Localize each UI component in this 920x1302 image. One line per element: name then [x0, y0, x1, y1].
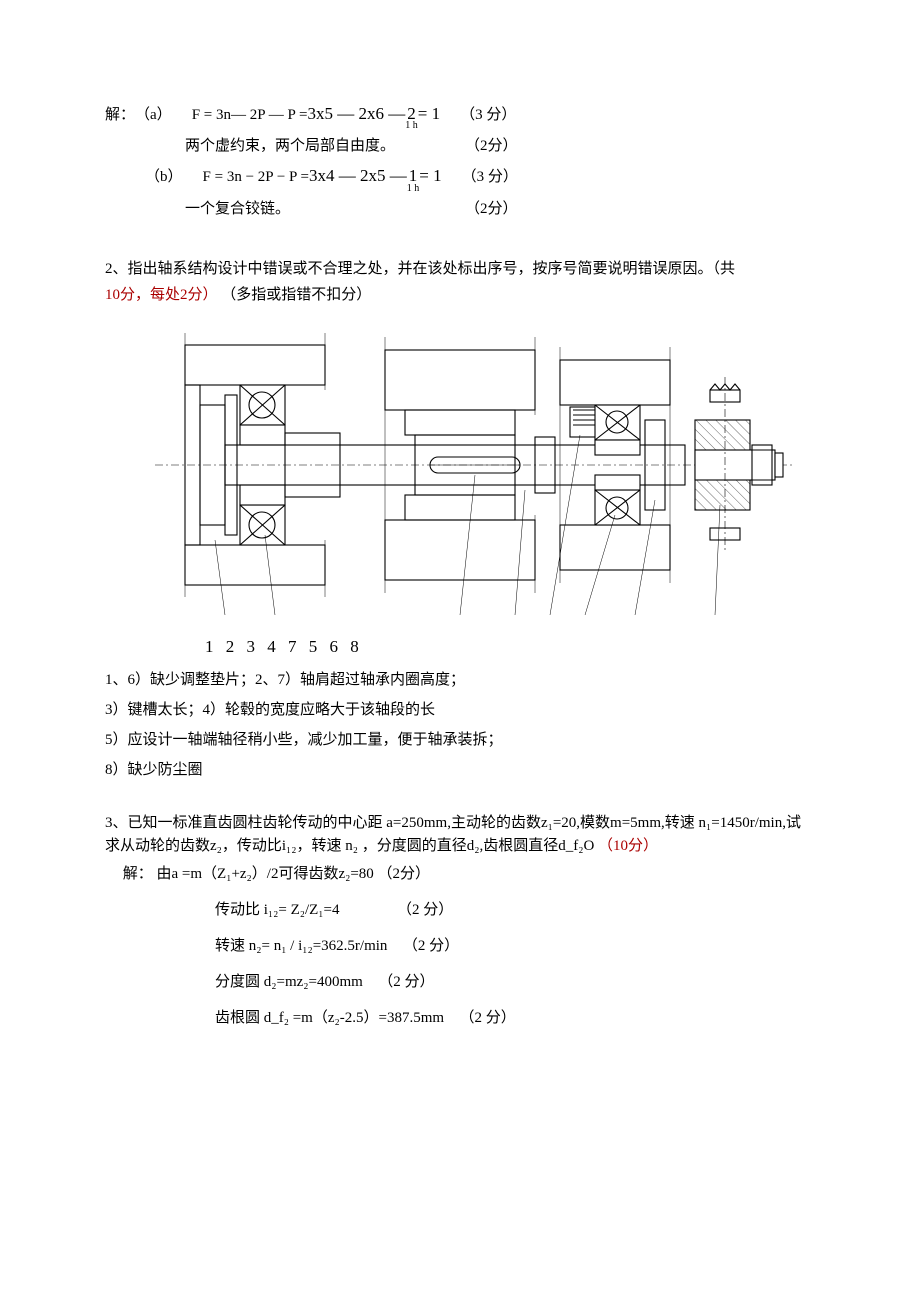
- q3-line5: 齿根圆 d_f₂ =m（z₂-2.5）=387.5mm （2 分）: [105, 1006, 815, 1030]
- q2-ans-3: 5）应设计一轴端轴径稍小些，减少加工量，便于轴承装拆；: [105, 728, 815, 752]
- figure-callout-numbers: 1 2 3 4 7 5 6 8: [155, 633, 815, 660]
- q2-scoring: 10分，每处2分） （多指或指错不扣分）: [105, 283, 815, 307]
- q2-ans-2: 3）键槽太长；4）轮毂的宽度应略大于该轴段的长: [105, 698, 815, 722]
- q1a-frac: 2 1 h: [405, 106, 418, 130]
- q2-scoring-red: 10分，每处2分）: [105, 287, 218, 303]
- q1-b-equation: （b） F = 3n − 2P − P = 3x4 — 2x5 — 1 1 h …: [105, 162, 815, 192]
- part-a-label: （a）: [135, 103, 172, 127]
- q3-line3: 转速 n₂= n₁ / i₁₂=362.5r/min （2 分）: [105, 934, 815, 958]
- q1b-score: （3 分）: [462, 165, 518, 189]
- q3-sol-label: 解：: [123, 866, 153, 882]
- q3-sol-line1: 由a =m（Z₁+z₂）/2可得齿数z₂=80 （2分）: [157, 866, 431, 882]
- q2-ans-1: 1、6）缺少调整垫片；2、7）轴肩超过轴承内圈高度；: [105, 668, 815, 692]
- q1a-formula-vals: 3x5 — 2x6 —: [308, 100, 406, 127]
- q1a-note-row: 两个虚约束，两个局部自由度。 （2分）: [105, 134, 815, 158]
- q2-scoring-extra: （多指或指错不扣分）: [221, 287, 371, 303]
- q1b-note: 一个复合铰链。: [185, 197, 465, 221]
- q3-sol-line1-row: 解： 由a =m（Z₁+z₂）/2可得齿数z₂=80 （2分）: [105, 862, 815, 886]
- q3-block: 3、已知一标准直齿圆柱齿轮传动的中心距 a=250mm,主动轮的齿数z₁=20,…: [105, 812, 815, 859]
- q1b-frac: 1 1 h: [407, 168, 420, 192]
- shaft-assembly-diagram: [155, 325, 795, 625]
- q2-ans-4: 8）缺少防尘圈: [105, 758, 815, 782]
- q3-line2: 传动比 i₁₂= Z₂/Z₁=4 （2 分）: [105, 898, 815, 922]
- part-b-label: （b）: [145, 165, 183, 189]
- q3-line4: 分度圆 d₂=mz₂=400mm （2 分）: [105, 970, 815, 994]
- q2-intro: 2、指出轴系结构设计中错误或不合理之处，并在该处标出序号，按序号简要说明错误原因…: [105, 257, 815, 281]
- q1a-score: （3 分）: [460, 103, 516, 127]
- solution-label: 解：: [105, 103, 135, 127]
- q1a-note: 两个虚约束，两个局部自由度。: [185, 134, 465, 158]
- q1b-note-row: 一个复合铰链。 （2分）: [105, 197, 815, 221]
- q1b-eq: = 1: [419, 162, 441, 189]
- q3-intro: 3、已知一标准直齿圆柱齿轮传动的中心距 a=250mm,主动轮的齿数z₁=20,…: [105, 815, 801, 854]
- q3-total-score: （10分）: [598, 838, 658, 854]
- shaft-figure-container: 1 2 3 4 7 5 6 8: [105, 325, 815, 660]
- q1a-note-score: （2分）: [465, 134, 555, 158]
- q1a-formula-prefix: F = 3n— 2P — P =: [192, 103, 308, 127]
- q1b-formula-vals: 3x4 — 2x5 —: [309, 162, 407, 189]
- q1b-note-score: （2分）: [465, 197, 555, 221]
- q1b-formula-prefix: F = 3n − 2P − P =: [203, 165, 310, 189]
- q1-a-equation: 解： （a） F = 3n— 2P — P = 3x5 — 2x6 — 2 1 …: [105, 100, 815, 130]
- q1a-eq: = 1: [418, 100, 440, 127]
